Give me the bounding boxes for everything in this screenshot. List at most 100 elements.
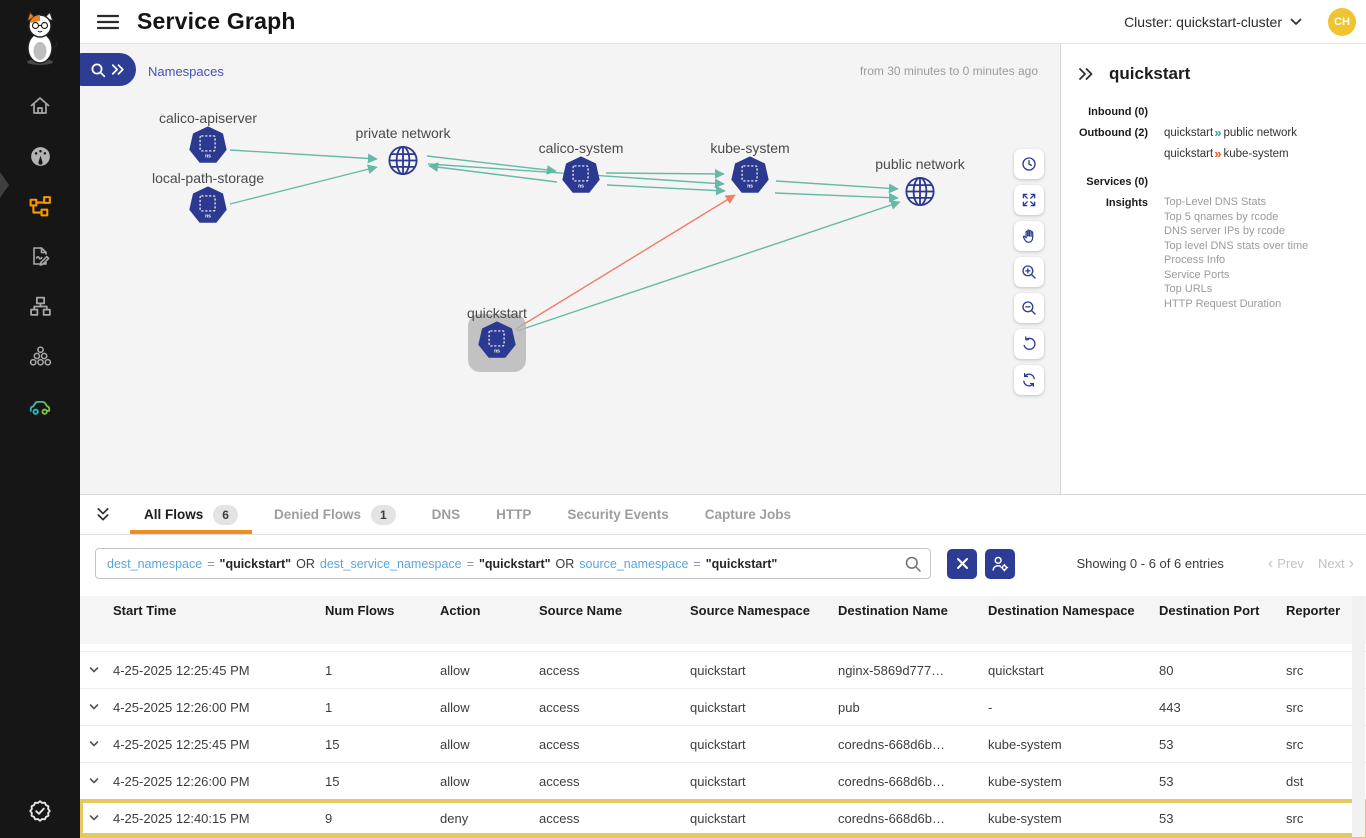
collapse-detail-panel-button[interactable] (1078, 67, 1094, 81)
graph-search-pill[interactable] (80, 53, 136, 86)
table-scrollbar[interactable] (1352, 596, 1365, 837)
undo-button[interactable] (1014, 329, 1044, 359)
next-page-button[interactable]: Next › (1317, 554, 1354, 572)
row-expand-chevron-icon[interactable] (88, 775, 113, 787)
cell-start-time: 4-25-2025 12:26:00 PM (113, 773, 250, 789)
cell-dest-name: coredns-668d6b… (838, 810, 945, 826)
cell-dest-name: nginx-5869d777… (838, 662, 945, 678)
hand-icon (1022, 229, 1034, 243)
cell-source-name: access (539, 810, 580, 826)
column-header-source-namespace[interactable]: Source Namespace (690, 603, 810, 618)
sidebar-item-dashboard[interactable] (27, 143, 53, 169)
column-header-start-time[interactable]: Start Time (113, 603, 177, 618)
sidebar-item-network-topology[interactable] (27, 293, 53, 319)
time-settings-button[interactable] (1014, 149, 1044, 179)
tab-security-events[interactable]: Security Events (549, 495, 686, 534)
insight-item[interactable]: Top level DNS stats over time (1164, 239, 1309, 252)
column-header-num-flows[interactable]: Num Flows (325, 603, 395, 618)
prev-page-button[interactable]: ‹ Prev (1267, 554, 1304, 572)
row-expand-chevron-icon[interactable] (88, 812, 113, 824)
column-header-reporter[interactable]: Reporter (1286, 603, 1341, 618)
filter-query-input[interactable]: dest_namespace = "quickstart" OR dest_servic… (95, 548, 931, 579)
rbac-settings-button[interactable] (985, 548, 1015, 579)
table-row[interactable]: 4-25-2025 12:26:00 PM 15 allow access quicks… (80, 763, 1366, 800)
sidebar-item-verified[interactable] (0, 798, 80, 824)
outbound-entry[interactable]: quickstart» public network (1164, 125, 1297, 140)
double-chevron-right-icon (1079, 68, 1093, 80)
outbound-label: Outbound (2) (1078, 127, 1148, 139)
cell-start-time: 4-25-2025 12:40:15 PM (113, 810, 250, 826)
search-icon (904, 555, 922, 578)
expand-arrows-icon (1022, 193, 1036, 207)
tab-capture-jobs[interactable]: Capture Jobs (687, 495, 809, 534)
insight-item[interactable]: Process Info (1164, 254, 1226, 266)
svg-text:ns: ns (494, 349, 500, 355)
column-header-action[interactable]: Action (440, 603, 481, 618)
calico-cat-logo-image (25, 10, 58, 65)
insight-item[interactable]: Top-Level DNS Stats (1164, 196, 1267, 208)
graph-node-label: calico-system (538, 140, 624, 156)
cluster-selector[interactable]: Cluster: quickstart-cluster (1124, 14, 1302, 30)
menu-button[interactable] (97, 13, 119, 31)
graph-node-label: quickstart (467, 305, 527, 321)
hamburger-icon (97, 14, 119, 29)
column-header-destination-name[interactable]: Destination Name (838, 603, 948, 618)
table-row[interactable]: 4-25-2025 12:25:45 PM 1 allow access quickst… (80, 652, 1366, 689)
column-header-destination-port[interactable]: Destination Port (1159, 603, 1260, 618)
query-field: dest_namespace (107, 556, 203, 571)
insight-item[interactable]: Top URLs (1164, 283, 1213, 295)
tab-dns[interactable]: DNS (414, 495, 479, 534)
sidebar-item-service-graph[interactable] (27, 193, 53, 219)
close-icon (956, 558, 968, 569)
service-graph-canvas[interactable]: calico-apiserver ns local-path-storage n… (80, 44, 1060, 494)
graph-node-label: public network (875, 156, 965, 172)
table-row-highlighted[interactable]: 4-25-2025 12:40:15 PM 9 deny access quicksta… (80, 800, 1366, 837)
zoom-out-button[interactable] (1014, 293, 1044, 323)
flows-filterbar: dest_namespace = "quickstart" OR dest_servic… (80, 548, 1366, 579)
row-expand-chevron-icon[interactable] (88, 664, 113, 676)
cell-source-namespace: quickstart (690, 810, 746, 826)
tab-count-badge: 1 (370, 504, 396, 525)
tab-label: Security Events (567, 507, 669, 522)
chevron-down-icon (1290, 18, 1302, 25)
insight-item[interactable]: Top 5 qnames by rcode (1164, 210, 1279, 223)
calico-cat-logo[interactable] (19, 10, 61, 73)
row-expand-chevron-icon[interactable] (88, 738, 113, 750)
clear-filter-button[interactable] (947, 548, 977, 579)
refresh-button[interactable] (1014, 365, 1044, 395)
table-row[interactable]: 4-25-2025 12:25:45 PM 15 allow access quicks… (80, 726, 1366, 763)
cluster-selector-label: Cluster: quickstart-cluster (1124, 13, 1282, 30)
tab-http[interactable]: HTTP (478, 495, 549, 534)
sidebar-item-workloads[interactable] (27, 393, 53, 419)
zoom-in-button[interactable] (1014, 257, 1044, 287)
collapse-flows-button[interactable] (95, 507, 111, 522)
tab-label: Denied Flows (273, 507, 361, 522)
cell-action: deny (440, 810, 469, 826)
insight-item[interactable]: HTTP Request Duration (1164, 297, 1282, 310)
sidebar-item-home[interactable] (27, 93, 53, 119)
sidebar-item-policies[interactable] (27, 243, 53, 269)
svg-text:ns: ns (205, 154, 211, 160)
insight-item[interactable]: DNS server IPs by rcode (1164, 225, 1286, 237)
tab-all-flows[interactable]: All Flows 6 (126, 495, 256, 534)
graph-node-label: local-path-storage (151, 170, 265, 186)
column-header-source-name[interactable]: Source Name (539, 603, 623, 618)
row-expand-chevron-icon[interactable] (88, 701, 113, 713)
cluster-circles-icon (29, 345, 51, 366)
fit-screen-button[interactable] (1014, 185, 1044, 215)
outbound-entry[interactable]: quickstart» kube-system (1164, 146, 1289, 161)
tab-denied-flows[interactable]: Denied Flows 1 (256, 495, 414, 534)
column-header-destination-namespace[interactable]: Destination Namespace (988, 603, 1135, 618)
tab-label: All Flows (144, 507, 204, 522)
user-avatar[interactable]: CH (1328, 7, 1356, 36)
breadcrumb-namespaces[interactable]: Namespaces (148, 64, 224, 79)
cell-reporter: src (1286, 662, 1304, 678)
sitemap-icon (29, 296, 51, 316)
double-chevron-right-icon: » (1214, 146, 1221, 161)
sidebar-item-clusters[interactable] (27, 343, 53, 369)
table-row[interactable]: 4-25-2025 12:26:00 PM 1 allow access quickst… (80, 689, 1366, 726)
insight-item[interactable]: Service Ports (1164, 268, 1230, 281)
pan-button[interactable] (1014, 221, 1044, 251)
cell-action: allow (440, 736, 470, 752)
